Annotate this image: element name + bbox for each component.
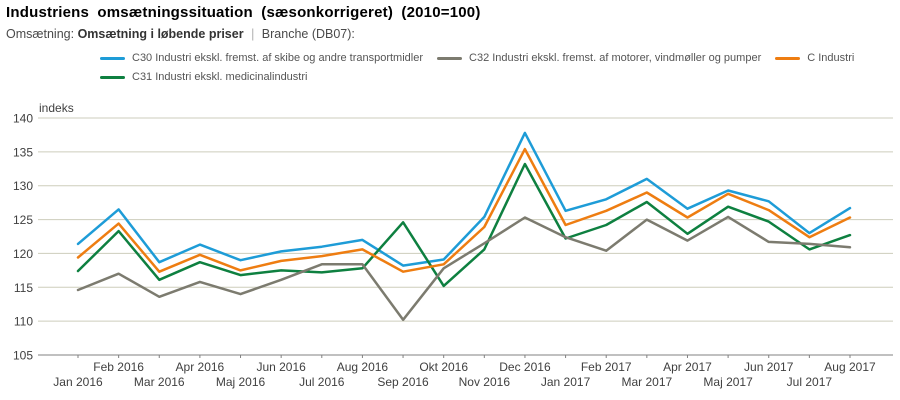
- x-axis-label: Jun 2016: [256, 360, 306, 374]
- chart-legend: C30 Industri ekskl. fremst. af skibe og …: [100, 50, 892, 85]
- chart-subtitle: Omsætning: Omsætning i løbende priser | …: [6, 27, 355, 41]
- x-axis-label: Aug 2016: [337, 360, 389, 374]
- legend-label-c: C Industri: [807, 52, 855, 64]
- legend-item-c31[interactable]: C31 Industri ekskl. medicinalindustri: [100, 69, 307, 85]
- series-line-c30: [76, 131, 852, 267]
- y-axis-label: 140: [13, 112, 33, 126]
- legend-swatch-c32: [437, 56, 463, 60]
- y-axis-label: 105: [13, 349, 33, 363]
- y-axis-label: 120: [13, 247, 33, 261]
- page-title: Industriens omsætningssituation (sæsonko…: [6, 4, 481, 21]
- y-axis-label: 110: [14, 315, 33, 329]
- x-axis-label: Mar 2016: [134, 375, 185, 389]
- x-axis-label: Feb 2016: [93, 360, 144, 374]
- legend-item-c32[interactable]: C32 Industri ekskl. fremst. af motorer, …: [437, 50, 761, 66]
- x-axis-label: Jan 2017: [541, 375, 591, 389]
- series-line-c31: [76, 162, 852, 288]
- legend-item-c[interactable]: C Industri: [775, 50, 854, 66]
- x-axis-label: Dec 2016: [499, 360, 551, 374]
- x-axis-label: Nov 2016: [459, 375, 511, 389]
- y-axis-labels: 105 110 115 120 125 130 135 140: [13, 112, 33, 363]
- y-axis-label: 125: [13, 213, 33, 227]
- legend-label-c30: C30 Industri ekskl. fremst. af skibe og …: [132, 52, 424, 64]
- x-axis-ticks: [77, 355, 851, 358]
- x-axis-label: Maj 2017: [703, 375, 753, 389]
- legend-item-c30[interactable]: C30 Industri ekskl. fremst. af skibe og …: [100, 50, 423, 66]
- series-line-c: [76, 147, 852, 273]
- series-line-c32: [76, 215, 852, 322]
- x-axis-label: Aug 2017: [824, 360, 876, 374]
- subtitle-separator: |: [251, 27, 255, 41]
- x-axis-label: Apr 2017: [663, 360, 712, 374]
- legend-label-c31: C31 Industri ekskl. medicinalindustri: [132, 71, 308, 83]
- branche-label: Branche (DB07):: [261, 27, 355, 41]
- omsaetning-value: Omsætning i løbende priser: [77, 27, 244, 41]
- x-axis-label: Apr 2016: [176, 360, 225, 374]
- x-axis-label: Mar 2017: [621, 375, 672, 389]
- legend-swatch-c: [775, 56, 801, 60]
- x-axis-label: Feb 2017: [581, 360, 632, 374]
- x-axis-label: Jan 2016: [53, 375, 103, 389]
- x-axis-label: Okt 2016: [419, 360, 468, 374]
- x-axis-label: Jun 2017: [744, 360, 794, 374]
- legend-swatch-c30: [100, 56, 125, 60]
- x-axis-label: Jul 2016: [299, 375, 345, 389]
- omsaetning-label: Omsætning:: [6, 27, 75, 41]
- x-axis-label: Maj 2016: [216, 375, 266, 389]
- x-axis-label: Jul 2017: [787, 375, 833, 389]
- x-axis-label: Sep 2016: [377, 375, 429, 389]
- y-axis-unit-label: indeks: [39, 101, 74, 115]
- legend-label-c32: C32 Industri ekskl. fremst. af motorer, …: [469, 52, 762, 64]
- y-axis-label: 115: [14, 281, 33, 295]
- legend-swatch-c31: [100, 75, 125, 79]
- y-axis-label: 130: [13, 179, 33, 193]
- y-axis-label: 135: [13, 145, 33, 159]
